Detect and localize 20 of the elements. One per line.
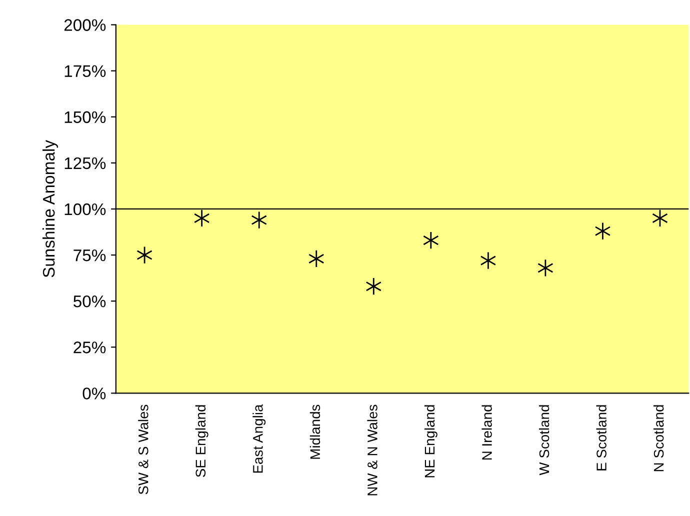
y-tick-label: 150% <box>64 111 106 124</box>
x-tick-label: East Anglia <box>252 404 266 473</box>
x-tick-label: SW & S Wales <box>138 404 148 494</box>
y-tick-label: 0% <box>82 388 106 400</box>
y-tick-label: 25% <box>74 342 106 354</box>
x-tick-label: E Scotland <box>596 405 606 470</box>
y-axis-title: Sunshine Anomaly <box>42 140 58 278</box>
y-tick-label: 175% <box>64 65 106 78</box>
x-tick-label: Midlands <box>310 404 320 459</box>
y-tick-label: 50% <box>74 295 106 308</box>
y-tick-label: 100% <box>64 203 106 216</box>
y-tick-label: 125% <box>64 157 106 170</box>
x-tick-label: N Scotland <box>654 405 664 472</box>
y-tick-label: 75% <box>74 250 106 262</box>
x-tick-label: N Ireland <box>482 405 492 460</box>
x-tick-label: NW & N Wales <box>367 404 378 496</box>
y-tick-label: 200% <box>64 19 106 31</box>
x-tick-label: W Scotland <box>538 405 550 476</box>
x-tick-label: SE England <box>195 405 208 478</box>
x-tick-label: NE England <box>424 405 438 478</box>
